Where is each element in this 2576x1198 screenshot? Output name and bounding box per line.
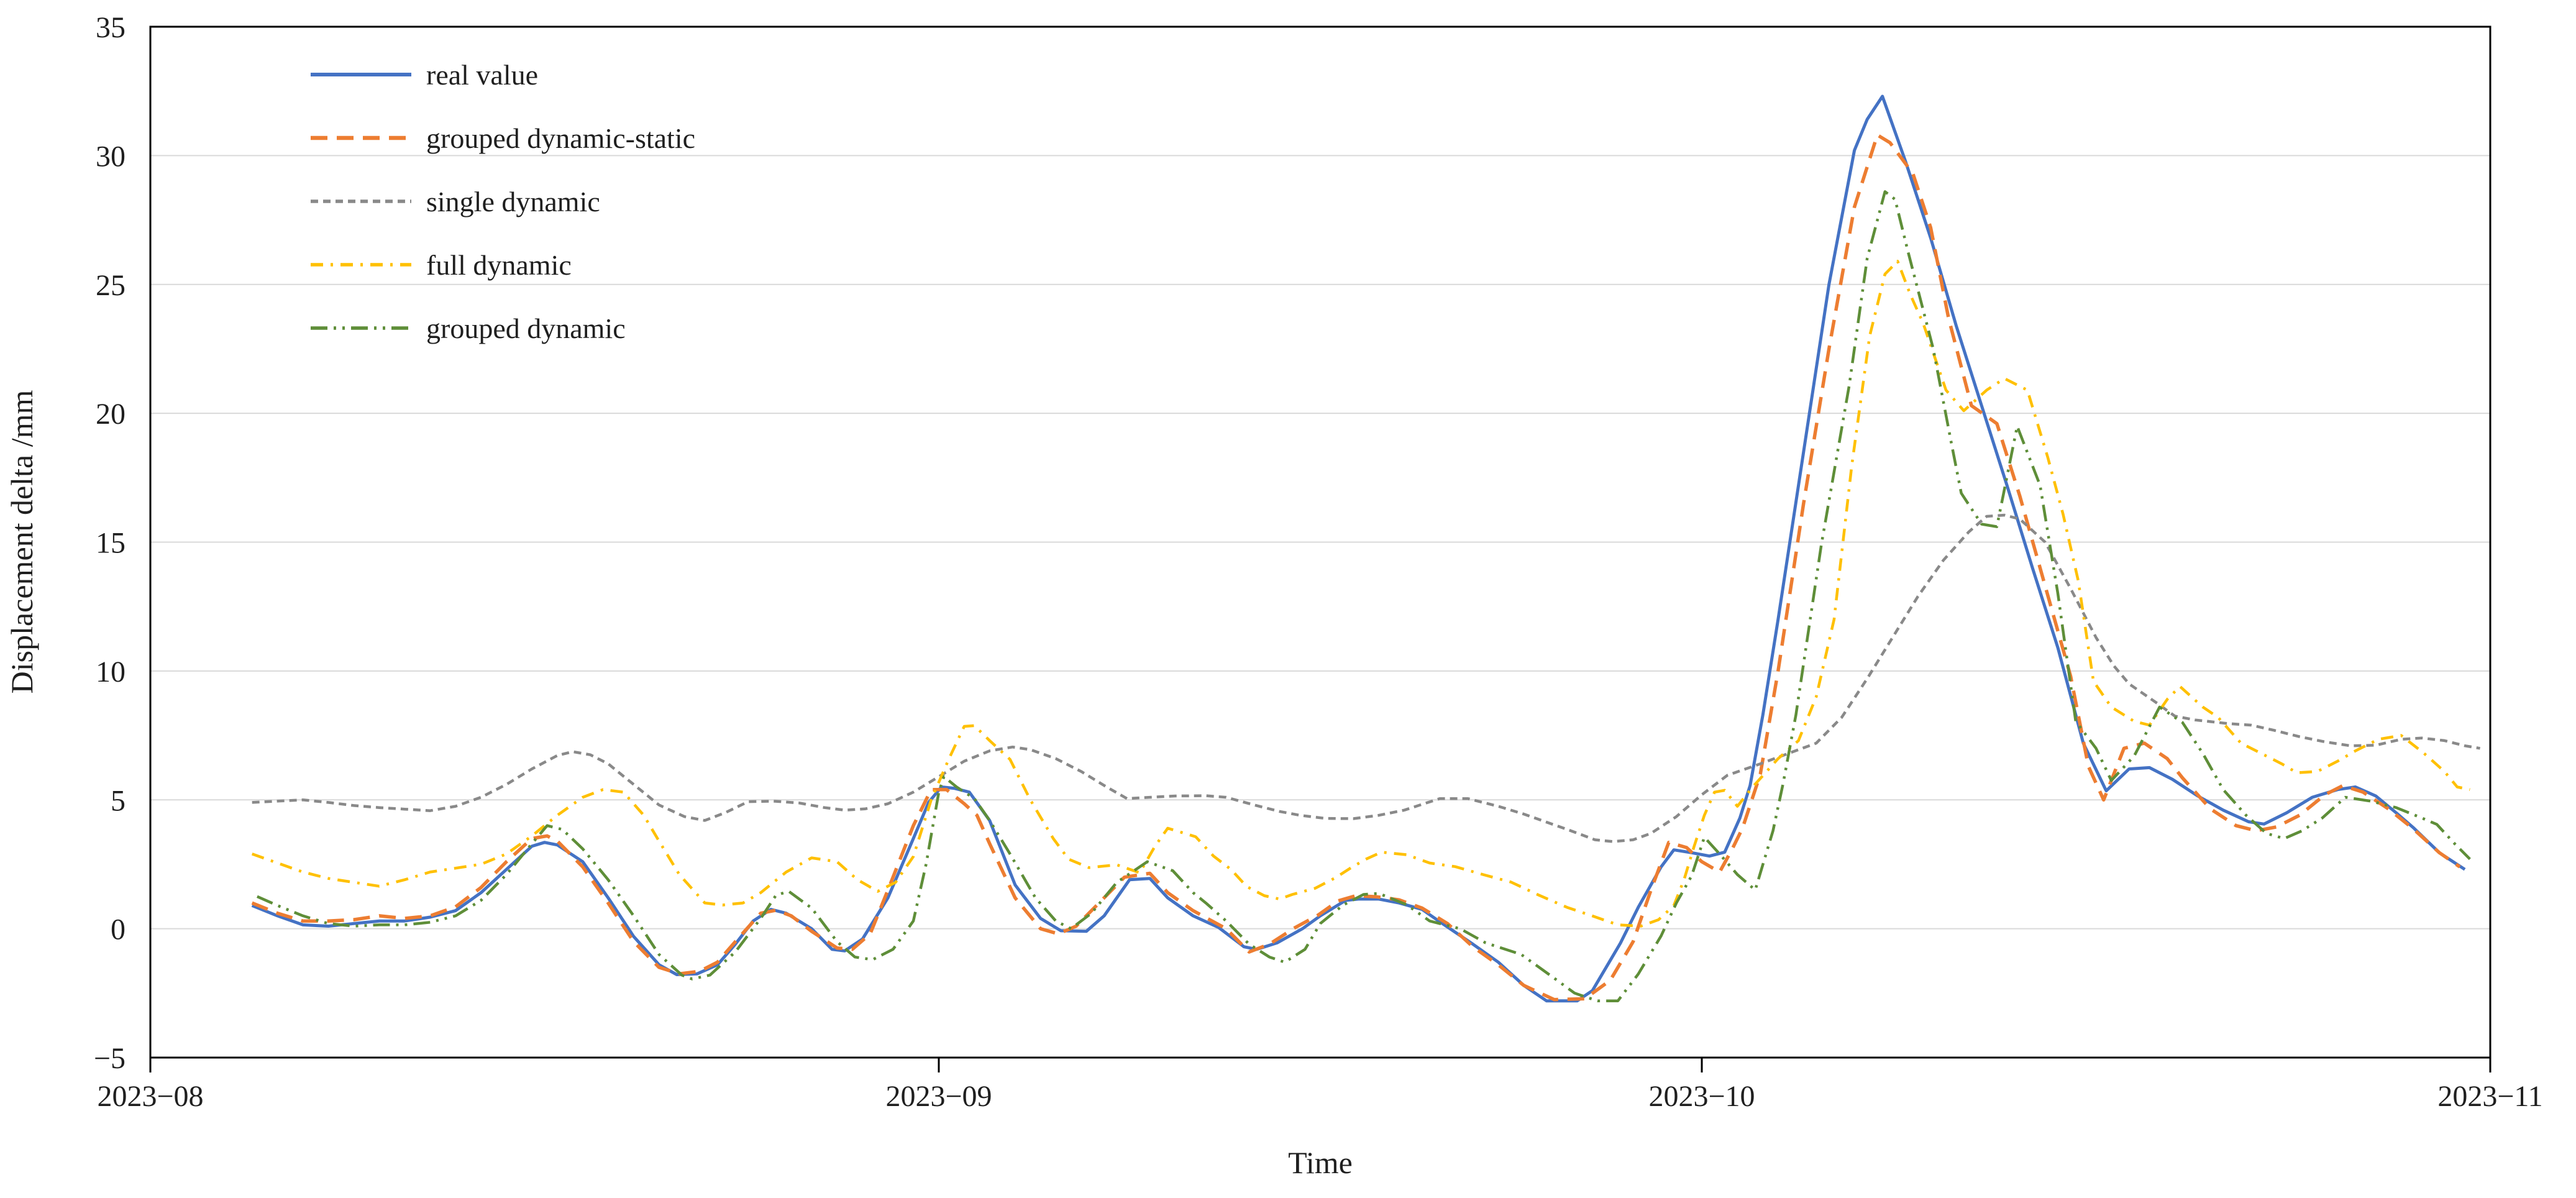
legend-label: single dynamic (426, 186, 600, 217)
y-tick-label: 5 (111, 784, 126, 817)
series-line-grouped-dynamic (256, 190, 2471, 1003)
y-tick-label: 15 (96, 527, 126, 560)
x-tick-label: 2023−08 (97, 1080, 203, 1113)
x-tick-label: 2023−10 (1648, 1080, 1755, 1113)
axis-ticks (149, 1058, 2492, 1072)
legend-label: grouped dynamic-static (426, 122, 695, 154)
x-axis-title: Time (1288, 1145, 1353, 1180)
x-tick-label: 2023−09 (885, 1080, 992, 1113)
y-tick-label: −5 (94, 1042, 126, 1075)
series-line-full-dynamic (251, 260, 2470, 928)
gridlines (150, 155, 2490, 930)
x-tick-label: 2023−11 (2437, 1080, 2542, 1113)
axis-tick-labels: 2023−08 2023−09 2023−10 2023−11 −5 0 5 10 15 20 25… (94, 11, 2543, 1113)
y-axis-title: Displacement delta /mm (4, 390, 39, 694)
plot-border (149, 25, 2492, 1059)
data-series (251, 94, 2480, 1003)
legend-label: real value (426, 59, 538, 91)
y-tick-label: 10 (96, 656, 126, 688)
series-line-single-dynamic (252, 513, 2480, 843)
legend: real value grouped dynamic-static single d… (311, 59, 695, 344)
series-line-grouped-dynamic-static (251, 133, 2461, 1002)
series-line-real-value (251, 94, 2466, 1003)
plot-frame (149, 25, 2492, 1059)
y-tick-label: 30 (96, 140, 126, 173)
y-tick-label: 20 (96, 398, 126, 431)
y-tick-label: 35 (96, 11, 126, 44)
legend-label: full dynamic (426, 249, 572, 281)
y-tick-label: 0 (111, 913, 126, 946)
legend-label: grouped dynamic (426, 313, 626, 344)
y-tick-label: 25 (96, 269, 126, 302)
